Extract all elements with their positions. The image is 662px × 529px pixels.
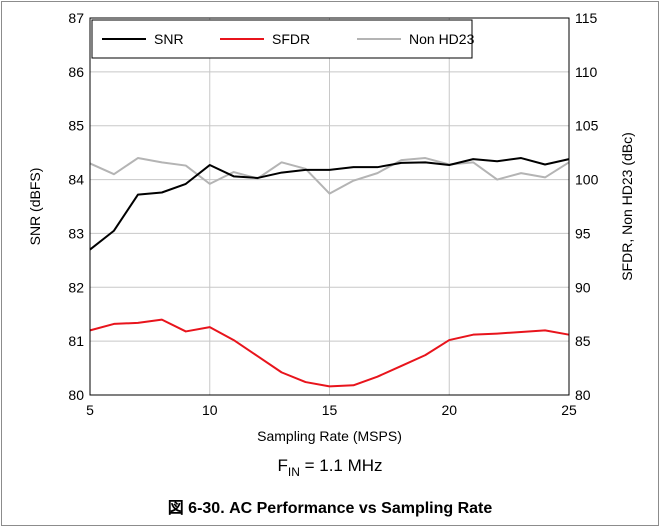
x-axis-label: Sampling Rate (MSPS)	[257, 428, 402, 444]
y-axis-label: SNR (dBFS)	[27, 168, 43, 246]
annotation-subscript: IN	[288, 465, 300, 479]
x-tick-label: 25	[561, 402, 577, 418]
figure-caption: 図 6-30. AC Performance vs Sampling Rate	[168, 499, 493, 517]
series-layer	[89, 157, 570, 388]
y2-tick-label: 100	[575, 172, 599, 188]
y-tick-label: 85	[68, 118, 84, 134]
y2-axis-label: SFDR, Non HD23 (dBc)	[619, 132, 635, 281]
y-tick-label: 84	[68, 172, 84, 188]
x-tick-label: 15	[322, 402, 338, 418]
annotation-main: F	[277, 456, 287, 475]
y2-tick-label: 110	[575, 64, 598, 80]
series-line-sfdr	[89, 318, 570, 388]
plot-border	[89, 17, 570, 396]
series-line-non-hd23	[89, 157, 570, 195]
x-tick-label: 10	[202, 402, 218, 418]
grid	[89, 17, 570, 396]
legend-label: Non HD23	[409, 31, 475, 47]
y-tick-label: 87	[68, 10, 84, 26]
y2-tick-label: 105	[575, 118, 599, 134]
y-tick-label: 83	[68, 225, 84, 241]
y-tick-label: 80	[68, 387, 84, 403]
y2-tick-label: 95	[575, 225, 591, 241]
legend-label: SNR	[154, 31, 184, 47]
input-frequency-annotation: FIN = 1.1 MHz	[277, 456, 382, 479]
series-line-snr	[89, 157, 570, 251]
y2-tick-label: 115	[575, 10, 598, 26]
legend-box	[91, 19, 473, 59]
x-tick-label: 20	[441, 402, 457, 418]
y-tick-label: 81	[68, 333, 84, 349]
y2-tick-label: 85	[575, 333, 591, 349]
y2-tick-label: 90	[575, 279, 591, 295]
y2-tick-labels: 80 85 90 95 100 105 110 115	[575, 10, 599, 403]
y2-tick-label: 80	[575, 387, 591, 403]
x-tick-label: 5	[86, 402, 94, 418]
y-tick-labels: 80 81 82 83 84 85 86 87	[68, 10, 84, 403]
legend: SNR SFDR Non HD23	[91, 19, 475, 59]
y-tick-label: 86	[68, 64, 84, 80]
legend-label: SFDR	[272, 31, 310, 47]
x-tick-labels: 5 10 15 20 25	[86, 402, 577, 418]
annotation-rest: = 1.1 MHz	[300, 456, 383, 475]
y-tick-label: 82	[68, 279, 84, 295]
